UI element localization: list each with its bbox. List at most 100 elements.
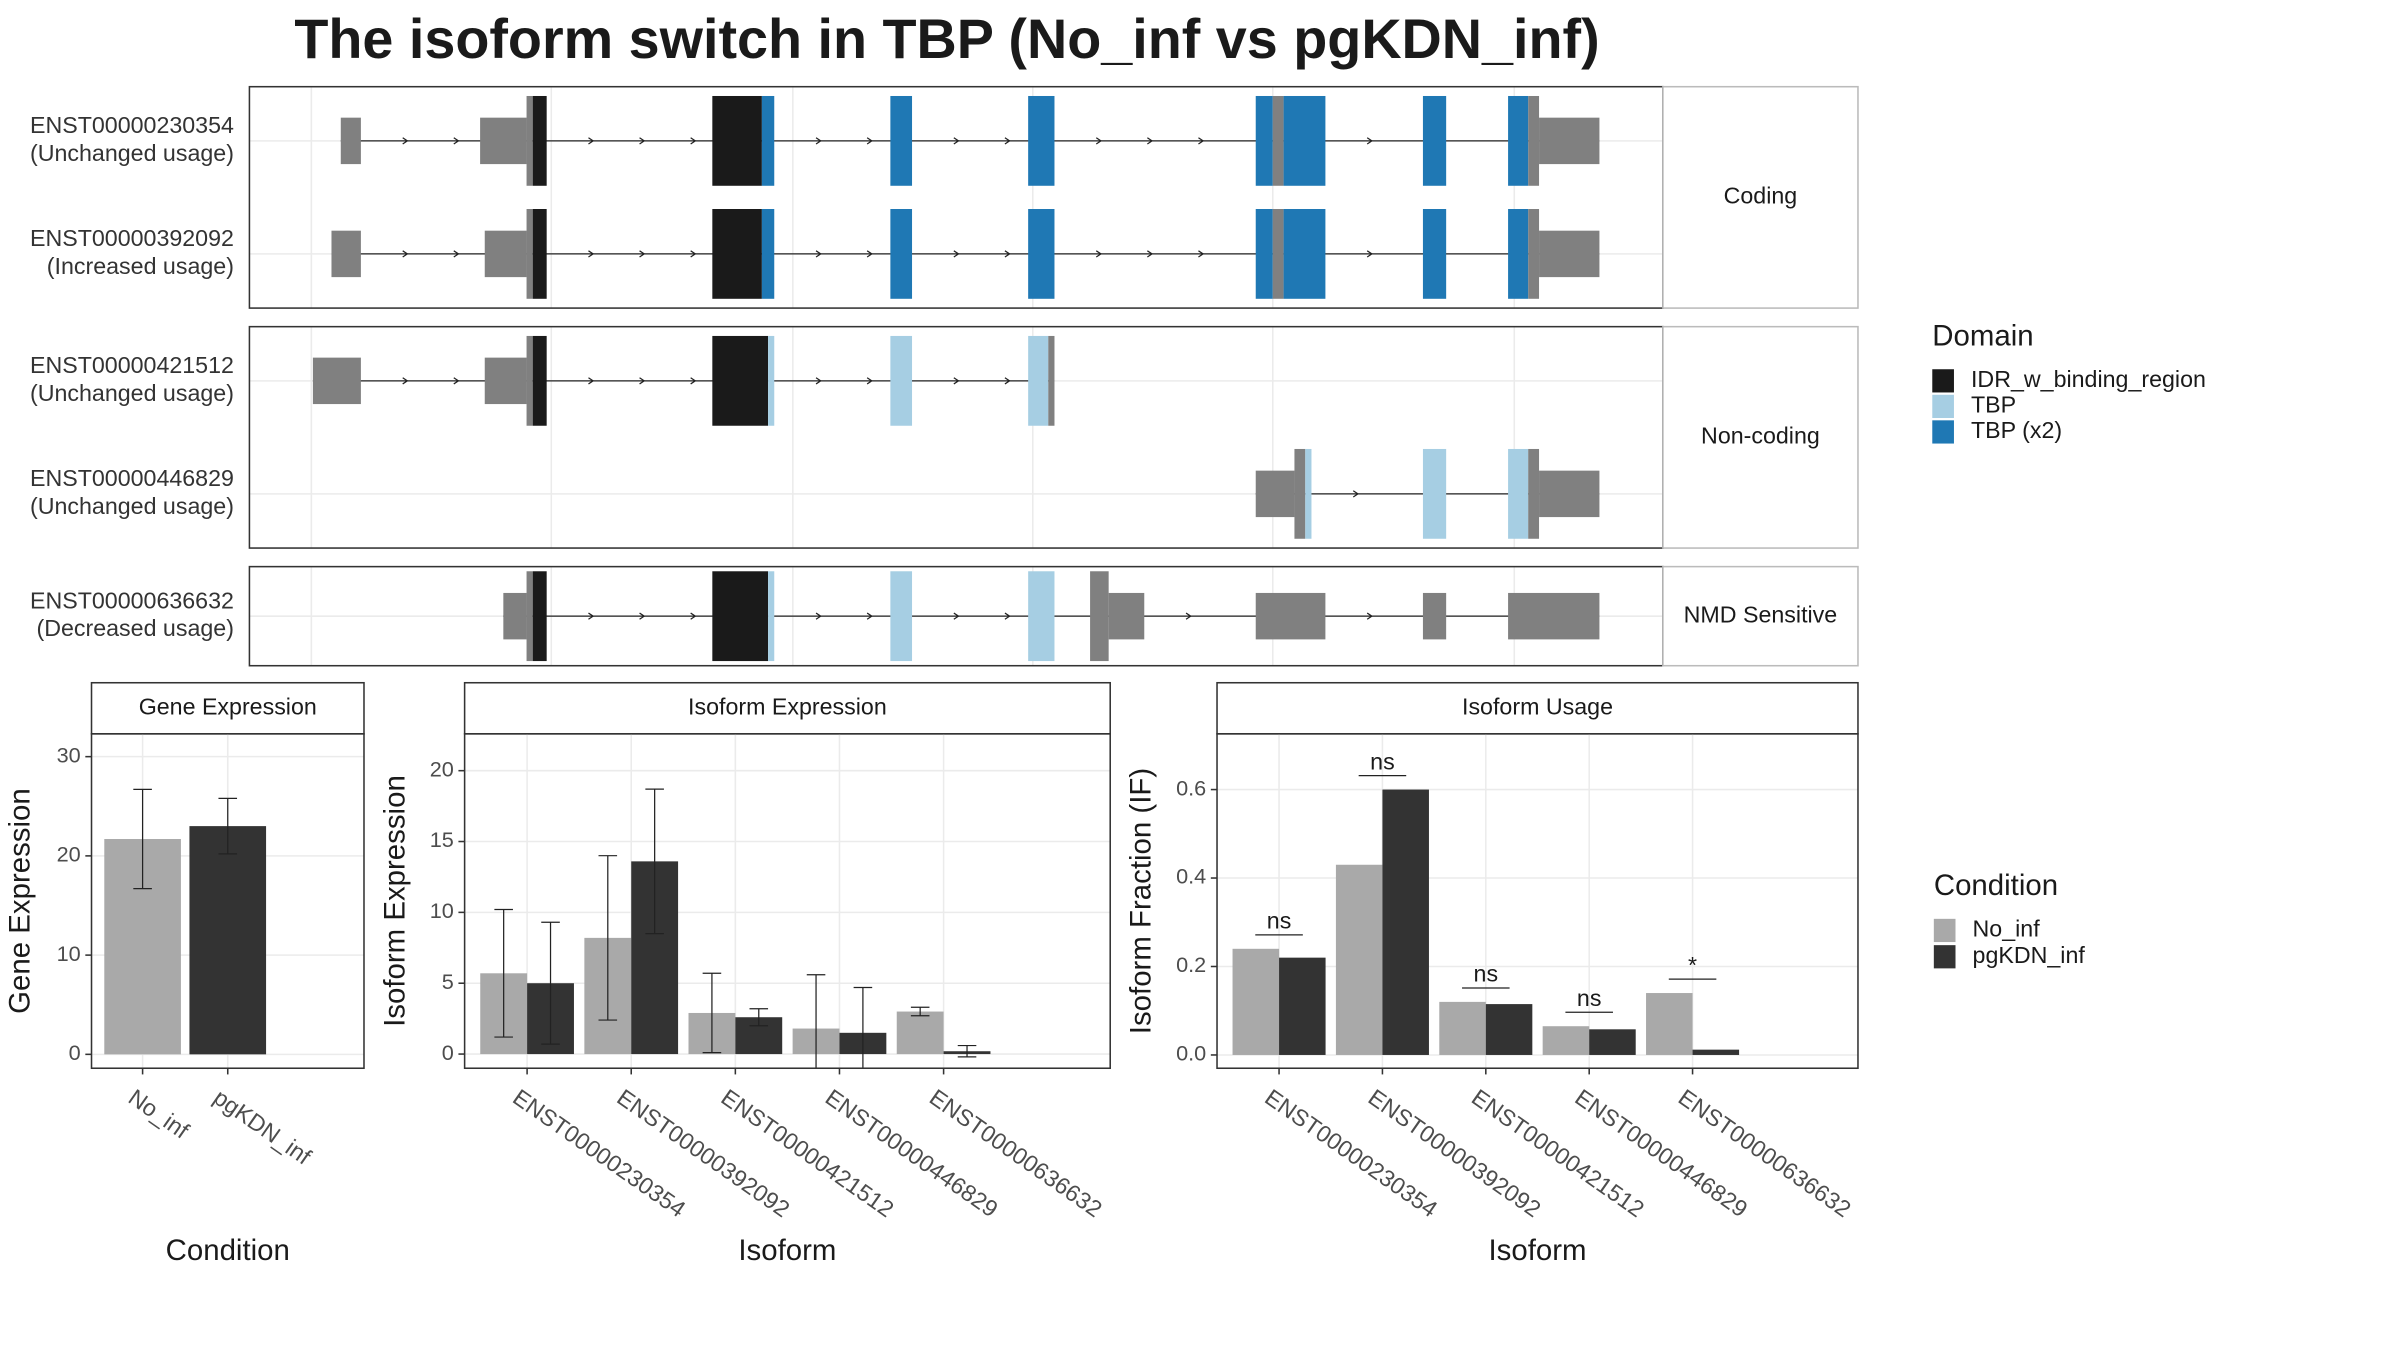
- exon: [1508, 95, 1529, 186]
- exon: [526, 95, 533, 186]
- strip-label: Isoform Expression: [688, 693, 887, 719]
- intron-arrow: [953, 377, 960, 385]
- legend-label: pgKDN_inf: [1973, 942, 2086, 968]
- y-tick-label: 0.4: [1176, 864, 1206, 889]
- intron-arrow: [1095, 137, 1103, 145]
- error-bar: [702, 972, 722, 1054]
- intron-arrow: [588, 137, 595, 145]
- x-axis-title: Isoform: [738, 1234, 836, 1267]
- intron-arrow: [690, 612, 697, 620]
- y-tick-label: 15: [430, 827, 454, 852]
- significance-label: ns: [1370, 748, 1395, 774]
- exon: [1255, 209, 1273, 299]
- error-bar: [957, 1044, 977, 1058]
- x-axis-title: Condition: [166, 1234, 290, 1267]
- error-bar: [853, 986, 873, 1069]
- y-tick-label: 10: [430, 898, 454, 923]
- intron-arrow: [1147, 250, 1154, 258]
- y-tick-label: 0: [442, 1040, 454, 1065]
- bar: [1542, 1026, 1590, 1055]
- intron-arrow: [1198, 250, 1205, 258]
- y-axis-title: Isoform Expression: [378, 775, 411, 1027]
- intron-arrow: [639, 250, 646, 258]
- exon: [1508, 448, 1529, 539]
- exon: [1048, 335, 1055, 426]
- strip: [1216, 681, 1859, 735]
- y-tick-label: 0: [69, 1040, 81, 1065]
- x-tick-label: No_inf: [124, 1084, 194, 1144]
- error-bar: [598, 855, 618, 1021]
- error-bar: [702, 972, 722, 1054]
- exon: [1108, 592, 1145, 640]
- intron-arrow: [690, 250, 697, 258]
- intron-arrow: [588, 250, 595, 258]
- strip-label: NMD Sensitive: [1684, 601, 1838, 627]
- exon: [890, 95, 913, 186]
- intron-arrow: [1366, 612, 1373, 620]
- exon: [532, 571, 547, 662]
- error-bar: [957, 1044, 977, 1058]
- exon: [1508, 209, 1529, 299]
- intron-arrow: [1004, 377, 1011, 385]
- exon: [1028, 209, 1055, 299]
- exon: [532, 95, 547, 186]
- exon: [484, 230, 527, 278]
- transcript-usage: (Unchanged usage): [30, 140, 234, 166]
- error-bar: [806, 974, 826, 1069]
- intron-arrow: [953, 250, 960, 258]
- exon: [1305, 448, 1312, 539]
- intron-arrow: [690, 137, 697, 145]
- exon: [712, 209, 762, 299]
- exon: [1422, 592, 1447, 640]
- bar: [1232, 948, 1280, 1055]
- exon: [1528, 209, 1540, 299]
- error-bar: [494, 908, 513, 1038]
- exon: [1422, 448, 1447, 539]
- error-bar: [133, 788, 152, 890]
- error-bar: [218, 797, 238, 855]
- transcript-id: ENST00000392092: [30, 225, 234, 251]
- exon: [1028, 571, 1055, 662]
- error-bar: [645, 788, 664, 935]
- exon: [1028, 95, 1055, 186]
- intron-arrow: [1366, 250, 1373, 258]
- error-bar: [541, 921, 560, 1045]
- exon: [890, 335, 913, 426]
- error-bar: [133, 788, 152, 890]
- exon: [1255, 592, 1326, 640]
- exon: [1272, 95, 1284, 186]
- intron-arrow: [588, 612, 595, 620]
- error-bar: [749, 1008, 769, 1027]
- exon: [340, 117, 361, 165]
- error-bar: [910, 1006, 930, 1017]
- intron-arrow: [815, 137, 822, 145]
- legend-swatch: [1932, 394, 1954, 419]
- legend-label: TBP: [1971, 392, 2016, 418]
- intron-arrow: [402, 377, 409, 385]
- intron-arrow: [866, 250, 873, 258]
- exon: [1272, 209, 1284, 299]
- y-tick-label: 20: [57, 842, 81, 867]
- intron-arrow: [1185, 612, 1192, 620]
- y-tick-label: 30: [57, 742, 81, 767]
- legend-label: IDR_w_binding_region: [1971, 366, 2206, 392]
- intron-arrow: [1004, 137, 1011, 145]
- error-bar: [494, 908, 513, 1038]
- strip-label: Non-coding: [1701, 422, 1820, 448]
- exon: [331, 230, 361, 278]
- exon: [484, 357, 527, 405]
- intron-arrow: [1004, 612, 1011, 620]
- strip: [1662, 85, 1859, 309]
- transcript-id: ENST00000446829: [30, 465, 234, 491]
- x-tick-label: ENST00000392092: [612, 1084, 794, 1222]
- error-bar: [645, 788, 664, 935]
- legend-label: No_inf: [1973, 916, 2041, 942]
- exon: [1539, 230, 1600, 278]
- legend-swatch: [1933, 918, 1956, 943]
- legend-title: Condition: [1934, 869, 2058, 902]
- exon: [1422, 209, 1447, 299]
- transcript-usage: (Decreased usage): [36, 615, 233, 641]
- exon: [890, 209, 913, 299]
